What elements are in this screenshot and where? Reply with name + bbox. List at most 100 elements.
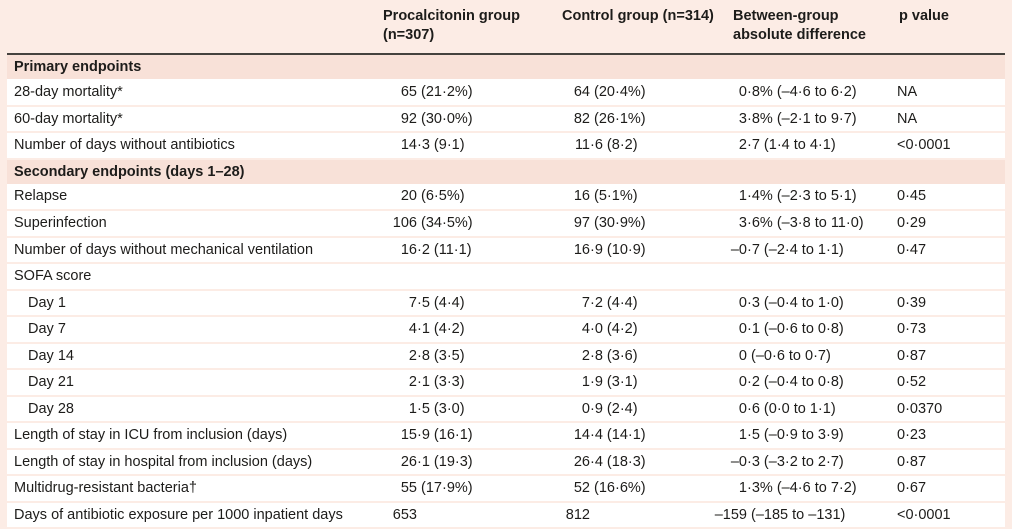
cell-between-group-difference: 3·8% (–2·1 to 9·7): [711, 105, 880, 133]
cell-control-group: 64 (20·4%): [548, 79, 711, 107]
value-fraction-part: ·3 (–3·2 to 2·7): [747, 453, 844, 470]
value-integer-part: 4: [408, 321, 417, 338]
section-header-row: Secondary endpoints (days 1–28): [7, 158, 1005, 184]
cell-control-group: [548, 263, 711, 291]
row-label: Relapse: [7, 183, 376, 211]
cell-control-group: 0·9 (2·4): [548, 395, 711, 423]
table-row: Superinfection 106 (34·5%) 97 (30·9%) 3·…: [7, 210, 1005, 238]
value-integer-part: 92: [400, 110, 417, 127]
value-integer-part: 1: [738, 480, 747, 497]
value-integer-part: 11: [574, 137, 590, 154]
value-integer-part: –0: [730, 241, 747, 258]
value-fraction-part: ·8 (3·6): [590, 347, 638, 364]
cell-procalcitonin-group: 4·1 (4·2): [376, 316, 548, 344]
cell-between-group-difference: 0·8% (–4·6 to 6·2): [711, 79, 880, 107]
value-fraction-part: ·9 (2·4): [590, 400, 638, 417]
table-row: Day 28 1·5 (3·0) 0·9 (2·4) 0·6 (0·0 to 1…: [7, 395, 1005, 423]
cell-procalcitonin-group: 7·5 (4·4): [376, 289, 548, 317]
value-fraction-part: ·4 (18·3): [590, 453, 646, 470]
section-header-label: Primary endpoints: [7, 54, 1005, 79]
row-label: Superinfection: [7, 210, 376, 238]
table-row: Day 21 2·1 (3·3) 1·9 (3·1) 0·2 (–0·4 to …: [7, 369, 1005, 397]
outcomes-table: Procalcitonin group (n=307) Control grou…: [7, 0, 1005, 529]
cell-control-group: 97 (30·9%): [548, 210, 711, 238]
value-integer-part: 16: [400, 241, 417, 258]
cell-p-value: 0·0370: [880, 395, 1005, 423]
cell-between-group-difference: 0·3 (–0·4 to 1·0): [711, 289, 880, 317]
cell-p-value: 0·29: [880, 210, 1005, 238]
value-integer-part: 0: [581, 400, 590, 417]
cell-control-group: 4·0 (4·2): [548, 316, 711, 344]
value-integer-part: –0: [730, 453, 747, 470]
value-integer-part: 2: [408, 374, 417, 391]
column-header-row: Procalcitonin group (n=307) Control grou…: [7, 0, 1005, 55]
cell-between-group-difference: 3·6% (–3·8 to 11·0): [711, 210, 880, 238]
value-integer-part: 812: [565, 506, 590, 523]
value-integer-part: 16: [573, 241, 590, 258]
cell-procalcitonin-group: 26·1 (19·3): [376, 448, 548, 476]
cell-p-value: <0·0001: [880, 501, 1005, 529]
table-row: Number of days without mechanical ventil…: [7, 236, 1005, 264]
value-fraction-part: ·6% (–3·8 to 11·0): [747, 215, 864, 232]
value-integer-part: 97: [573, 215, 590, 232]
table-row: Multidrug-resistant bacteria† 55 (17·9%)…: [7, 475, 1005, 503]
cell-p-value: 0·87: [880, 448, 1005, 476]
value-fraction-part: ·2 (–0·4 to 0·8): [747, 374, 844, 391]
value-integer-part: 7: [581, 294, 590, 311]
value-fraction-part: ·5 (4·4): [417, 294, 465, 311]
value-fraction-part: (–185 to –131): [747, 506, 846, 523]
value-integer-part: 0: [738, 83, 747, 100]
cell-procalcitonin-group: [376, 263, 548, 291]
value-fraction-part: ·8% (–2·1 to 9·7): [747, 110, 857, 127]
value-integer-part: 14: [400, 137, 417, 154]
cell-between-group-difference: 0·2 (–0·4 to 0·8): [711, 369, 880, 397]
value-integer-part: 0: [738, 374, 747, 391]
cell-procalcitonin-group: 65 (21·2%): [376, 79, 548, 107]
row-label: Days of antibiotic exposure per 1000 inp…: [7, 501, 376, 529]
table-row: 28-day mortality* 65 (21·2%) 64 (20·4%) …: [7, 79, 1005, 107]
value-fraction-part: ·1 (19·3): [417, 453, 473, 470]
cell-procalcitonin-group: 16·2 (11·1): [376, 236, 548, 264]
table-row: 60-day mortality* 92 (30·0%) 82 (26·1%) …: [7, 105, 1005, 133]
value-integer-part: 1: [581, 374, 590, 391]
value-integer-part: 0: [738, 347, 747, 364]
value-integer-part: 65: [400, 83, 417, 100]
value-integer-part: 16: [573, 188, 590, 205]
value-integer-part: 2: [581, 347, 590, 364]
row-label: 28-day mortality*: [7, 79, 376, 107]
section-header-row: Primary endpoints: [7, 54, 1005, 79]
value-fraction-part: ·1 (4·2): [417, 321, 465, 338]
value-fraction-part: ·8% (–4·6 to 6·2): [747, 83, 857, 100]
cell-p-value: NA: [880, 105, 1005, 133]
value-fraction-part: ·1 (–0·6 to 0·8): [747, 321, 844, 338]
value-fraction-part: (17·9%): [417, 480, 473, 497]
table-row: Day 14 2·8 (3·5) 2·8 (3·6) 0 (–0·6 to 0·…: [7, 342, 1005, 370]
value-integer-part: 3: [738, 110, 747, 127]
section-header-label: Secondary endpoints (days 1–28): [7, 158, 1005, 184]
value-fraction-part: (30·0%): [417, 110, 473, 127]
value-integer-part: 653: [392, 506, 417, 523]
cell-p-value: 0·67: [880, 475, 1005, 503]
row-label: SOFA score: [7, 263, 376, 291]
value-integer-part: 52: [573, 480, 590, 497]
column-header-procalcitonin-group: Procalcitonin group (n=307): [376, 0, 548, 55]
value-integer-part: 3: [738, 215, 747, 232]
cell-procalcitonin-group: 2·8 (3·5): [376, 342, 548, 370]
cell-p-value: 0·52: [880, 369, 1005, 397]
table-row: Length of stay in hospital from inclusio…: [7, 448, 1005, 476]
cell-between-group-difference: –159 (–185 to –131): [711, 501, 880, 529]
cell-p-value: 0·47: [880, 236, 1005, 264]
value-fraction-part: (5·1%): [590, 188, 638, 205]
value-integer-part: 55: [400, 480, 417, 497]
row-label: Day 14: [7, 342, 376, 370]
value-fraction-part: ·3 (9·1): [417, 137, 465, 154]
value-fraction-part: (6·5%): [417, 188, 465, 205]
cell-control-group: 16·9 (10·9): [548, 236, 711, 264]
row-label: Day 7: [7, 316, 376, 344]
value-integer-part: 20: [400, 188, 417, 205]
column-header-control-group: Control group (n=314): [548, 0, 714, 55]
value-integer-part: 4: [581, 321, 590, 338]
cell-between-group-difference: 2·7 (1·4 to 4·1): [711, 132, 880, 160]
cell-between-group-difference: 0 (–0·6 to 0·7): [711, 342, 880, 370]
cell-p-value: 0·45: [880, 183, 1005, 211]
